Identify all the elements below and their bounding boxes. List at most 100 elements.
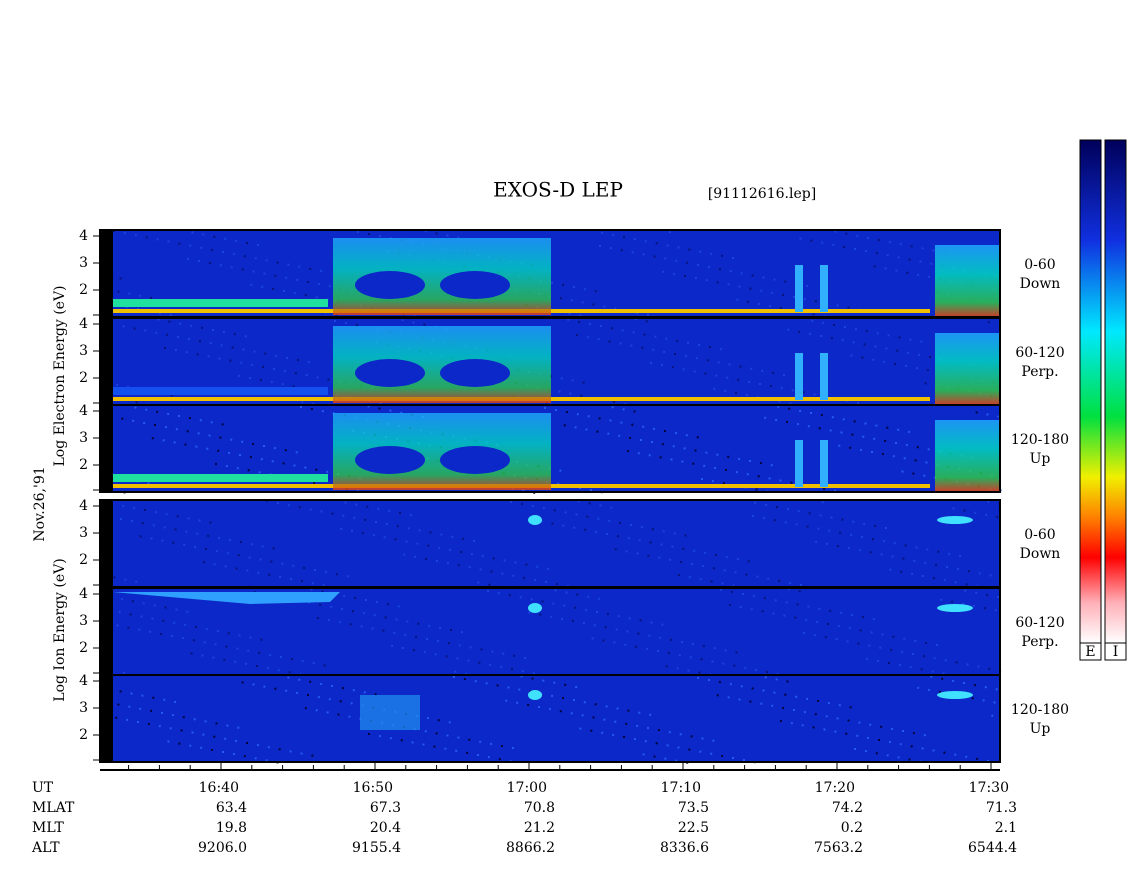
speckle [801,724,804,727]
speckle [803,298,806,301]
speckle [267,746,270,749]
speckle [649,541,652,544]
speckle [628,617,631,620]
speckle [568,312,571,315]
speckle [940,598,943,601]
ion-feature [937,516,973,524]
speckle [588,502,591,505]
speckle [292,564,295,567]
speckle [428,624,431,627]
speckle [147,723,150,726]
speckle [595,530,598,533]
speckle [161,539,164,542]
speckle [750,608,753,611]
speckle [783,614,786,617]
speckle [840,611,843,614]
speckle [740,685,743,688]
speckle [406,620,409,623]
speckle [423,323,426,326]
speckle [582,381,585,384]
speckle [769,305,771,307]
speckle [232,253,235,256]
speckle [426,717,429,720]
speckle [416,542,419,545]
panel-range: 120-180 [1011,432,1069,448]
speckle [776,506,778,508]
speckle [986,413,989,416]
speckle [910,245,913,248]
speckle [219,264,222,267]
speckle [901,650,904,653]
spike [795,265,803,312]
speckle [178,242,181,245]
speckle [582,622,585,625]
speckle [168,320,171,323]
speckle [852,341,855,344]
speckle [589,489,592,492]
speckle [141,694,144,697]
speckle [670,638,673,641]
speckle [755,488,758,491]
speckle [935,563,938,566]
speckle [908,430,911,433]
speckle [881,453,884,456]
speckle [468,566,471,569]
speckle [551,694,554,697]
speckle [738,285,741,288]
speckle [352,689,355,692]
speckle [739,606,742,609]
speckle [304,466,307,469]
speckle [305,374,308,377]
date: Nov.26,'91 [32,466,48,541]
speckle [261,545,264,548]
speckle [742,759,745,762]
speckle [429,531,432,534]
speckle [423,651,426,654]
speckle [144,329,147,332]
speckle [273,447,276,450]
speckle [937,550,940,553]
speckle [782,706,785,709]
row-value: 17:20 [815,780,855,796]
speckle [710,580,713,583]
speckle [659,636,662,639]
speckle [368,733,370,735]
speckle [492,557,495,560]
spectrogram-features [115,675,998,764]
colorbar-label-box [1079,642,1102,661]
speckle [256,244,259,247]
speckle [886,426,889,429]
speckle [690,735,693,738]
speckle [388,509,391,512]
speckle [598,417,601,420]
speckle [178,742,181,745]
speckle [841,339,844,342]
speckle [702,645,705,648]
speckle [553,681,556,684]
speckle [873,437,876,440]
speckle [764,676,767,679]
speckle [527,703,530,706]
speckle [254,257,257,260]
speckle [158,725,161,728]
speckle [571,379,574,382]
speckle [446,234,449,237]
spectrogram-background [113,500,1000,587]
speckle [200,246,203,249]
row-value: 20.4 [370,820,401,836]
speckle [829,609,832,612]
speckle [806,697,809,700]
row-value: 6544.4 [968,840,1017,856]
speckle [622,408,625,411]
speckle [976,757,979,760]
speckle [156,410,159,413]
speckle [811,319,814,322]
speckle [293,292,296,295]
speckle [238,634,241,637]
speckle [315,468,318,471]
speckle [838,444,841,447]
burst [935,420,1000,492]
speckle [368,233,370,235]
speckle [522,489,525,492]
